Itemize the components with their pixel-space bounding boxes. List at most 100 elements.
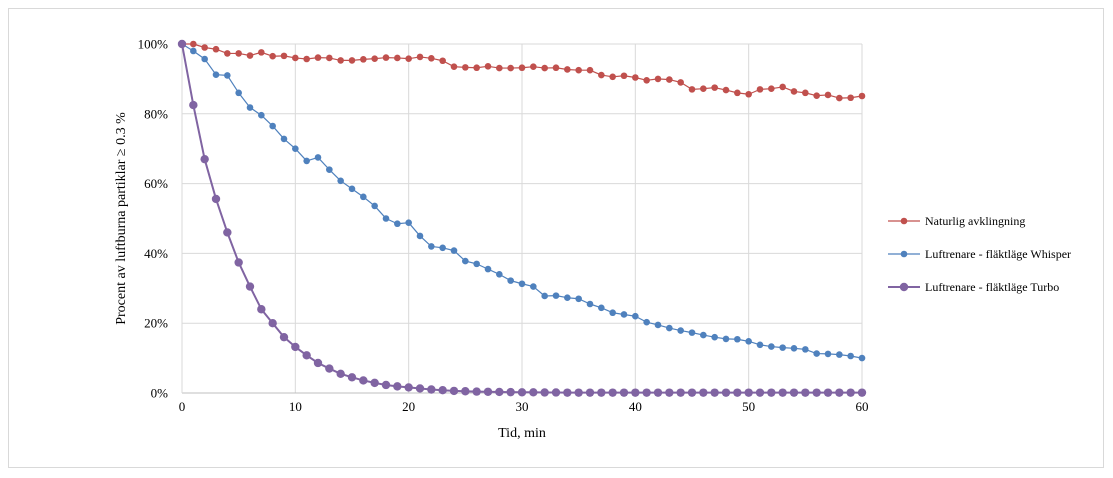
data-point [551, 388, 561, 397]
data-point [246, 104, 254, 111]
data-point [653, 388, 663, 397]
data-point [190, 40, 197, 48]
data-point [666, 324, 673, 332]
data-point [438, 386, 447, 395]
data-point [189, 100, 198, 110]
data-point [292, 145, 299, 152]
data-point [382, 215, 390, 222]
data-point [779, 83, 786, 91]
data-point [688, 329, 696, 336]
data-point [224, 72, 231, 79]
legend-entry: Naturlig avklingning [888, 214, 1025, 228]
data-point [517, 388, 527, 397]
data-point [224, 50, 231, 57]
data-point [824, 91, 832, 99]
data-point [359, 376, 368, 385]
data-point [405, 55, 412, 62]
data-point [813, 350, 820, 357]
legend: Naturlig avklingning Luftrenare - fläktlä… [888, 214, 1071, 294]
data-point [336, 369, 345, 379]
data-point [496, 271, 503, 278]
data-point [439, 244, 446, 252]
data-point [314, 54, 322, 61]
data-point [337, 177, 344, 185]
data-point [632, 74, 639, 81]
data-point [201, 55, 208, 63]
data-point [768, 343, 775, 350]
data-point [847, 94, 854, 102]
y-axis-title: Procent av luftburna partiklar ≥ 0.3 % [114, 112, 129, 325]
data-point [677, 79, 684, 86]
data-point [472, 387, 481, 396]
data-point [450, 63, 458, 70]
data-point [303, 157, 310, 165]
x-tick-label: 40 [629, 399, 642, 414]
data-point [835, 388, 844, 397]
data-point [552, 292, 560, 299]
data-point [574, 388, 583, 397]
data-point [598, 71, 605, 79]
data-point [632, 312, 639, 320]
data-point [700, 85, 707, 92]
data-point [540, 388, 549, 397]
data-point [733, 388, 742, 397]
data-point [269, 122, 276, 130]
data-point [734, 335, 741, 343]
data-point [518, 64, 526, 72]
data-point [279, 332, 289, 342]
data-point [427, 385, 436, 394]
data-point [836, 351, 843, 358]
data-point [462, 257, 469, 265]
data-point [393, 382, 402, 391]
data-point [360, 193, 367, 201]
data-point [325, 364, 334, 373]
data-point [677, 327, 684, 334]
data-point [858, 354, 866, 362]
data-point [654, 321, 662, 329]
data-point [371, 55, 378, 62]
data-point [462, 64, 469, 71]
data-point [597, 388, 606, 397]
data-point [177, 39, 187, 49]
data-point [473, 64, 480, 72]
data-point [756, 341, 764, 349]
data-point [721, 388, 731, 397]
data-point [530, 283, 537, 290]
data-point [291, 342, 300, 352]
data-point [688, 86, 696, 93]
data-point [496, 64, 503, 72]
data-point [450, 247, 458, 254]
data-point [529, 388, 538, 397]
data-point [586, 66, 594, 74]
data-point [541, 64, 548, 72]
legend-marker [900, 217, 908, 225]
data-point [268, 319, 277, 328]
data-point [302, 351, 311, 360]
data-point [711, 333, 718, 341]
x-tick-label: 30 [516, 399, 529, 414]
data-point [269, 52, 276, 60]
data-point [201, 44, 208, 51]
data-point [483, 387, 493, 396]
data-point [449, 386, 459, 396]
data-point [768, 85, 775, 92]
y-tick-label: 60% [144, 176, 168, 191]
data-point [280, 52, 288, 60]
data-point [303, 55, 310, 63]
data-point [608, 388, 617, 397]
data-point [541, 292, 548, 300]
data-point [461, 387, 470, 396]
series-layer [177, 39, 867, 397]
data-point [235, 50, 242, 57]
data-point [857, 388, 867, 397]
data-point [745, 338, 752, 345]
data-point [382, 54, 390, 61]
data-point [326, 54, 333, 62]
legend-label: Luftrenare - fläktläge Turbo [925, 280, 1059, 294]
data-point [676, 388, 685, 397]
x-tick-label: 60 [856, 399, 869, 414]
data-point [778, 388, 787, 397]
y-tick-label: 40% [144, 246, 168, 261]
x-tick-label: 10 [289, 399, 302, 414]
